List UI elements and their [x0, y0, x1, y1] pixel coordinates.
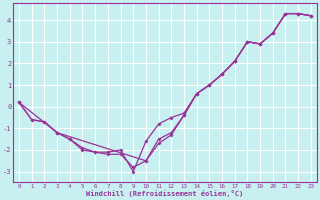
X-axis label: Windchill (Refroidissement éolien,°C): Windchill (Refroidissement éolien,°C) [86, 190, 244, 197]
